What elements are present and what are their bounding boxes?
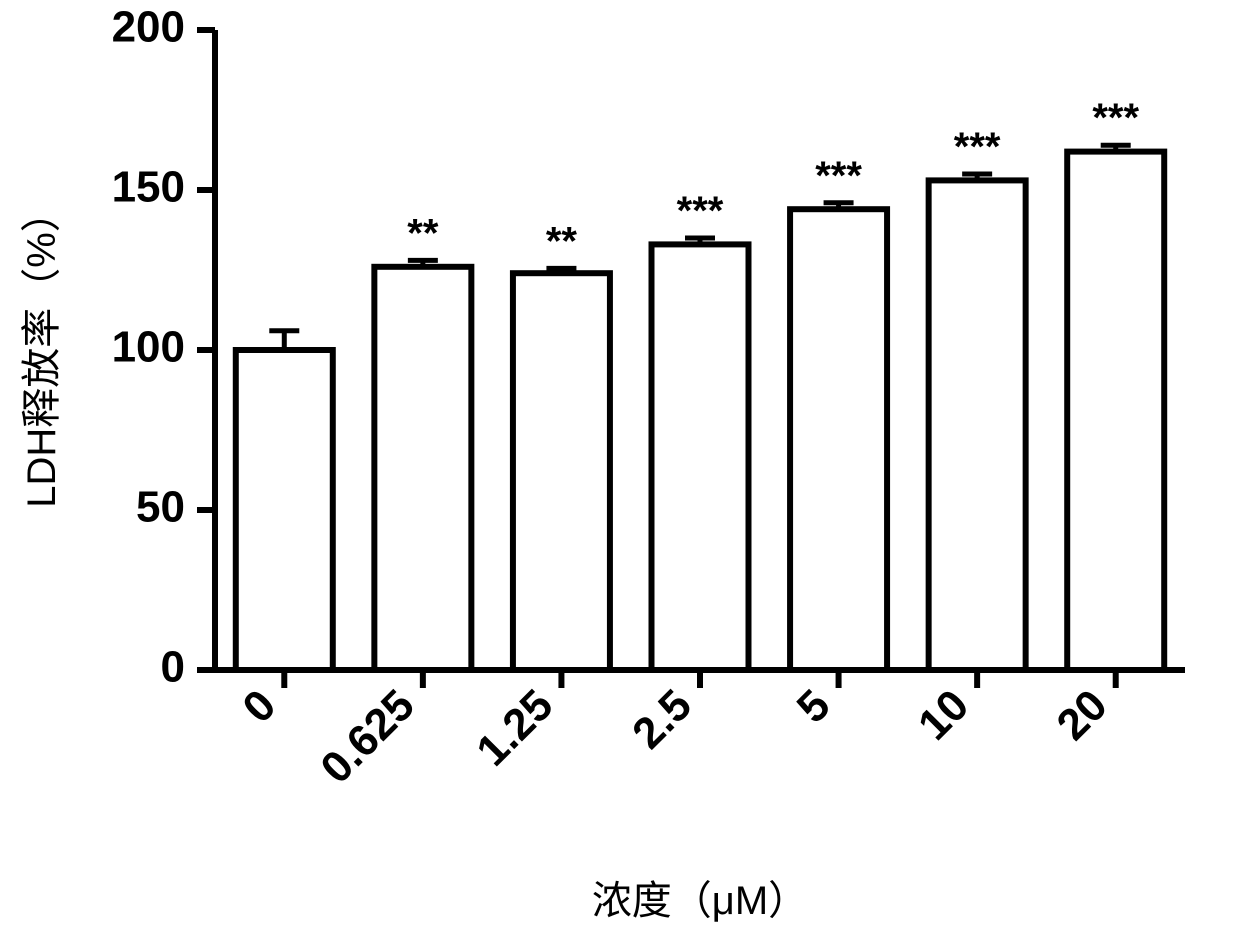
bar <box>790 209 887 670</box>
significance-label: *** <box>815 154 862 198</box>
bar <box>929 180 1026 670</box>
x-axis-label: 浓度（μM） <box>592 879 808 923</box>
significance-label: *** <box>677 189 724 233</box>
bar <box>236 350 333 670</box>
y-tick-label: 100 <box>112 323 185 372</box>
bar <box>374 267 471 670</box>
significance-label: *** <box>954 125 1001 169</box>
y-tick-label: 150 <box>112 163 185 212</box>
bar <box>1067 152 1164 670</box>
significance-label: *** <box>1092 96 1139 140</box>
significance-label: ** <box>546 219 578 263</box>
y-tick-label: 50 <box>136 483 185 532</box>
bar <box>513 273 610 670</box>
y-axis-label: LDH释放率（%） <box>20 192 64 508</box>
y-tick-label: 0 <box>161 643 185 692</box>
y-tick-label: 200 <box>112 3 185 52</box>
ldh-release-bar-chart: 0501001502000**0.625**1.25***2.5***5***1… <box>0 0 1240 944</box>
significance-label: ** <box>407 211 439 255</box>
bar <box>652 244 749 670</box>
